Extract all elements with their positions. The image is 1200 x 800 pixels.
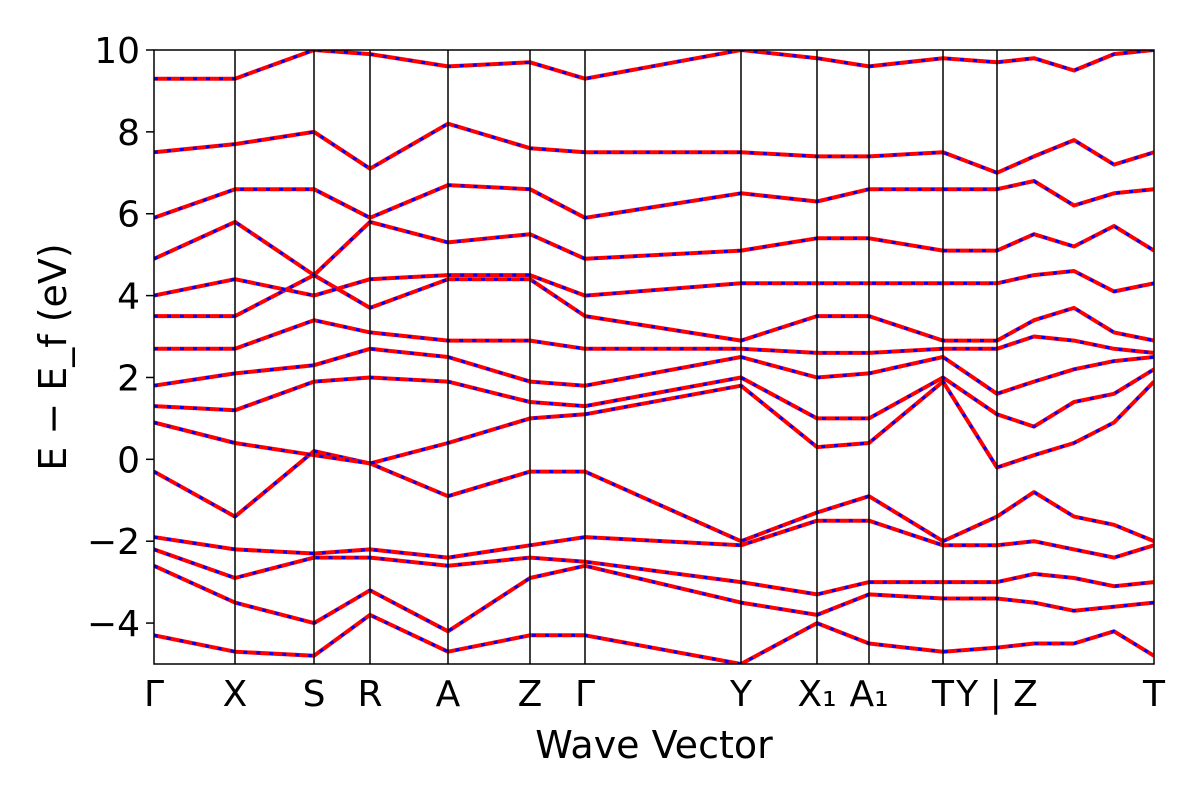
x-tick-label-11: Y | Z <box>955 674 1038 715</box>
x-tick-label-12: T <box>1142 674 1166 715</box>
x-tick-label-3: R <box>357 674 382 715</box>
band-line-5 <box>154 379 1154 470</box>
x-tick-label-5: Z <box>518 674 543 715</box>
y-tick-label-3: 2 <box>117 358 140 399</box>
band-dash-11 <box>154 220 1154 277</box>
y-axis: −4 −2 0 2 4 6 8 10 <box>87 31 154 645</box>
band-dash-6 <box>154 368 1154 429</box>
x-tick-label-9: A₁ <box>849 674 888 715</box>
x-tick-label-8: X₁ <box>797 674 836 715</box>
y-tick-label-0: −4 <box>87 604 140 645</box>
band-line-9 <box>154 273 1154 343</box>
band-dash-3 <box>154 519 1154 560</box>
band-dash-2 <box>154 547 1154 596</box>
x-tick-label-0: Γ <box>144 674 164 715</box>
band-dash-4 <box>154 449 1154 543</box>
y-tick-label-5: 6 <box>117 195 140 236</box>
band-line-10 <box>154 269 1154 298</box>
band-line-1 <box>154 563 1154 634</box>
band-line-14 <box>154 50 1154 81</box>
y-tick-label-1: −2 <box>87 522 140 563</box>
y-tick-label-6: 8 <box>117 113 140 154</box>
x-axis-label: Wave Vector <box>535 723 773 767</box>
band-dash-13 <box>154 122 1154 175</box>
x-tick-label-4: A <box>436 674 461 715</box>
x-tick-label-2: S <box>303 674 326 715</box>
band-line-12 <box>154 179 1154 220</box>
y-axis-label: E − E_f (eV) <box>31 243 75 471</box>
band-dash-10 <box>154 269 1154 298</box>
y-tick-label-4: 4 <box>117 277 140 318</box>
band-dash-9 <box>154 273 1154 343</box>
band-dash-1 <box>154 564 1154 633</box>
x-tick-label-10: T <box>931 674 955 715</box>
x-tick-label-7: Y <box>729 674 753 715</box>
y-tick-label-2: 0 <box>117 440 140 481</box>
band-dash-12 <box>154 179 1154 220</box>
x-tick-label-1: X <box>223 674 248 715</box>
high-symmetry-lines <box>234 50 998 664</box>
y-tick-label-7: 10 <box>94 31 140 72</box>
band-lines <box>154 50 1154 664</box>
band-line-3 <box>154 518 1154 560</box>
band-line-8 <box>154 318 1154 355</box>
band-line-13 <box>154 121 1154 175</box>
x-tick-label-6: Γ <box>575 674 595 715</box>
band-dash-0 <box>154 613 1154 664</box>
plot-frame <box>153 49 1155 665</box>
band-line-6 <box>154 367 1154 429</box>
band-line-7 <box>154 346 1154 396</box>
